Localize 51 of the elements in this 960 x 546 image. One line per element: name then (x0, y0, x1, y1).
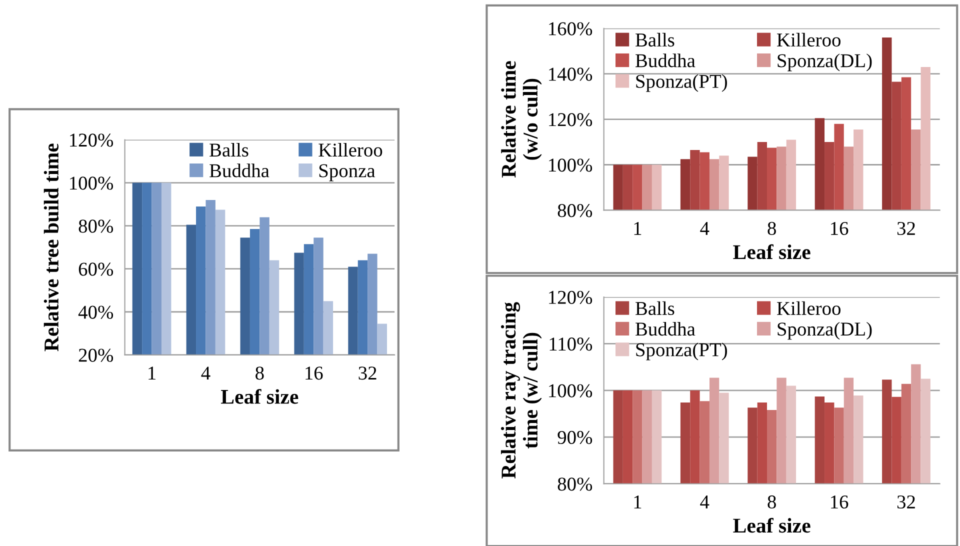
x-tick-label: 8 (256, 366, 264, 380)
legend-label: Sponza(PT) (636, 342, 727, 360)
x-axis-title: Leaf size (733, 518, 810, 533)
x-axis-title: Leaf size (220, 388, 298, 404)
y-tick-label: 120% (70, 134, 114, 147)
legend-label: Buddha (636, 54, 696, 68)
x-tick-label: 4 (700, 496, 710, 508)
x-tick-label: 4 (700, 222, 710, 235)
y-tick-label: 20% (78, 348, 114, 362)
x-tick-label: 1 (634, 222, 642, 235)
legend-label: Killeroo (777, 32, 840, 47)
x-tick-label: 32 (358, 366, 376, 380)
legend-label: Sponza(DL) (778, 54, 872, 72)
y-tick-label: 140% (549, 68, 592, 81)
y-tick-label: 80% (558, 478, 592, 491)
y-axis-title: Relative tree build time (44, 144, 59, 352)
y-tick-label: 80% (78, 220, 114, 233)
x-axis-title: Leaf size (733, 244, 810, 260)
y-tick-label: 100% (70, 176, 114, 190)
y-tick-label: 100% (549, 384, 592, 398)
y-tick-label: 120% (549, 290, 592, 304)
x-tick-label: 32 (897, 495, 915, 509)
legend-label: Balls (636, 301, 674, 316)
y-tick-label: 80% (558, 204, 592, 218)
y-tick-label: 90% (558, 430, 592, 444)
legend-label: Balls (636, 32, 674, 47)
y-tick-label: 60% (78, 262, 114, 276)
legend-label: Sponza (319, 164, 376, 182)
x-tick-label: 4 (201, 366, 210, 380)
x-tick-label: 16 (831, 222, 848, 236)
legend-label: Buddha (210, 164, 270, 178)
legend-label: Balls (210, 142, 248, 157)
y-tick-label: 100% (549, 158, 592, 172)
y-tick-label: 40% (78, 306, 114, 319)
x-tick-label: 8 (768, 495, 776, 509)
x-tick-label: 1 (634, 496, 642, 508)
legend-label: Killeroo (777, 301, 840, 316)
y-tick-label: 160% (549, 22, 592, 36)
legend-label: Buddha (636, 322, 696, 336)
x-tick-label: 16 (831, 495, 848, 509)
legend-label: Sponza(PT) (636, 74, 727, 92)
x-tick-label: 8 (768, 222, 776, 236)
x-tick-label: 1 (148, 366, 156, 380)
x-tick-label: 32 (897, 222, 915, 236)
y-tick-label: 110% (550, 338, 592, 351)
y-axis-title: Relative ray tracing time (w/ cull) (500, 302, 542, 479)
legend-label: Killeroo (318, 142, 382, 157)
y-axis-title: Relative time (w/o cull) (501, 61, 542, 178)
legend-label: Sponza(DL) (778, 322, 872, 340)
y-tick-label: 120% (549, 113, 592, 126)
x-tick-label: 16 (306, 366, 323, 380)
